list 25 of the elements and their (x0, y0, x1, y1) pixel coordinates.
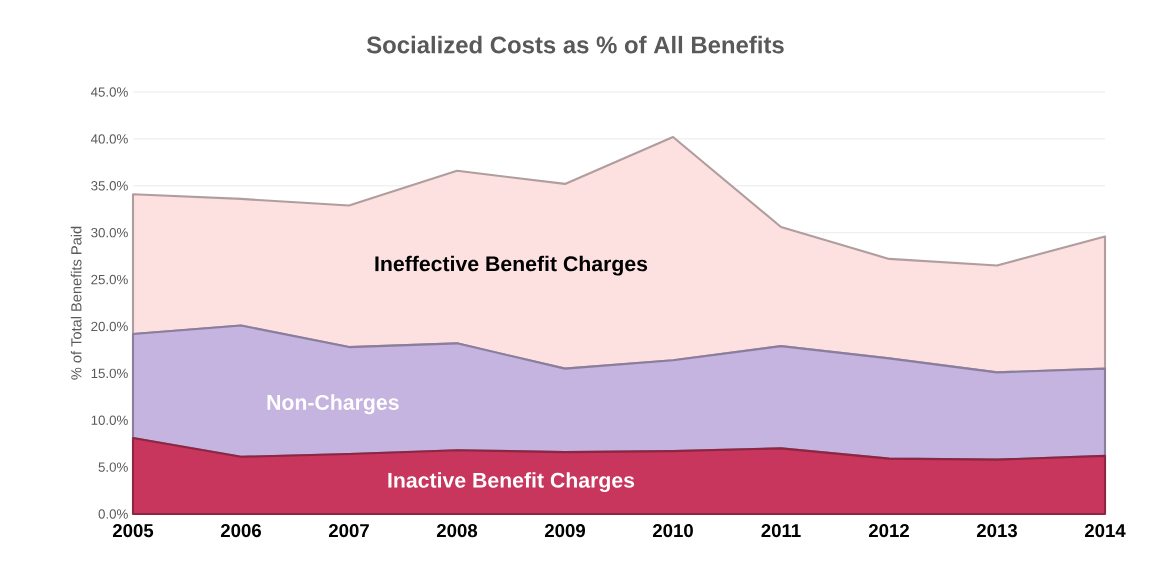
y-tick-label: 40.0% (90, 134, 128, 144)
y-tick-label: 10.0% (91, 415, 128, 425)
x-tick-label: 2006 (220, 524, 261, 538)
x-tick-label: 2008 (436, 524, 478, 538)
x-tick-label: 2005 (112, 524, 154, 538)
y-tick-label: 35.0% (91, 181, 128, 191)
y-tick-label: 5.0% (98, 462, 128, 472)
y-tick-label: 30.0% (91, 227, 128, 238)
x-tick-label: 2012 (868, 524, 909, 538)
y-tick-label: 15.0% (91, 368, 128, 379)
y-tick-label: 20.0% (91, 321, 128, 332)
x-tick-label: 2011 (761, 524, 801, 538)
x-tick-label: 2009 (544, 524, 586, 538)
y-tick-label: 25.0% (91, 274, 128, 285)
x-tick-label: 2007 (328, 524, 369, 538)
series-label: Ineffective Benefit Charges (375, 255, 648, 276)
y-tick-label: 0.0% (98, 509, 128, 519)
x-tick-label: 2010 (652, 524, 693, 538)
y-tick-label: 45.0% (90, 87, 128, 97)
x-tick-label: 2013 (976, 524, 1018, 538)
series-label: Non-Charges (267, 394, 399, 415)
y-axis-title: % of Total Benefits Paid (70, 226, 82, 380)
x-tick-label: 2014 (1084, 524, 1126, 538)
chart-title: Socialized Costs as % of All Benefits (366, 35, 784, 54)
series-label: Inactive Benefit Charges (388, 472, 635, 493)
